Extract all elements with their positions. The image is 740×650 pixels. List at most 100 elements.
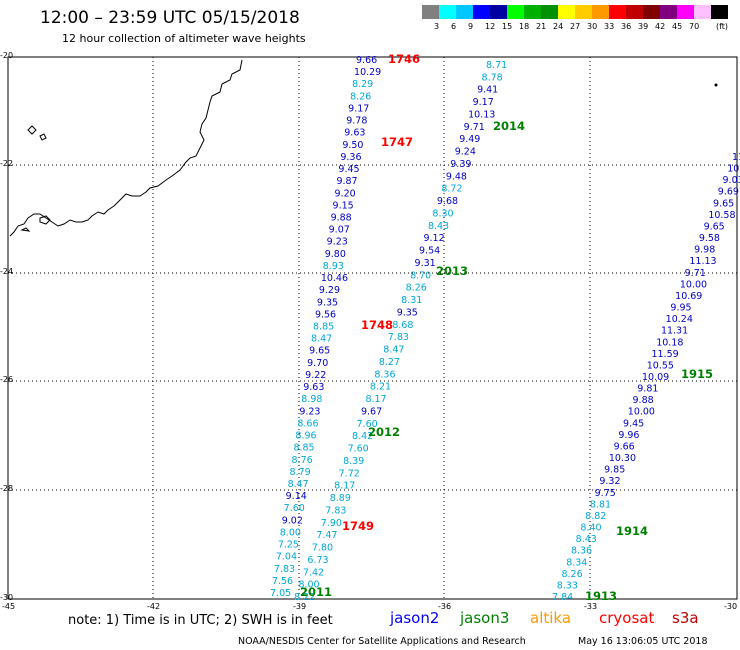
wave-height-value: 9.71 [464,122,485,133]
wave-height-value: 7.84 [552,592,573,603]
color-swatch [422,5,439,19]
wave-height-value: 10.18 [656,337,683,348]
wave-height-value: 8.71 [486,60,507,71]
color-swatch [439,5,456,19]
wave-height-value: 10.09 [642,372,669,383]
wave-height-value: 8.76 [292,455,313,466]
color-swatch [541,5,558,19]
map-subtitle: 12 hour collection of altimeter wave hei… [62,32,306,45]
color-scale-label: 70 [689,22,700,31]
wave-height-value: 8.31 [401,295,422,306]
wave-height-value: 9.56 [315,309,336,320]
color-scale-label: 33 [604,22,615,31]
map-frame [7,56,738,600]
color-scale-label: 42 [655,22,666,31]
wave-height-value: 10.37 [727,164,740,175]
latitude-label: -20 [0,51,14,60]
wave-height-value: 11.0 [732,152,740,163]
wave-height-value: 8.26 [406,283,427,294]
wave-height-value: 9.96 [618,430,639,441]
color-swatch [677,5,694,19]
wave-height-value: 9.41 [477,85,498,96]
pass-time-label: 1749 [342,519,374,533]
pass-time-label: 1914 [616,524,648,538]
island-shape [20,215,51,232]
color-swatch [711,5,728,19]
latitude-label: -24 [0,267,14,276]
wave-height-value: 9.49 [459,134,480,145]
wave-height-value: 8.40 [580,523,601,534]
wave-height-value: 9.20 [335,188,356,199]
wave-height-value: 7.05 [270,588,291,599]
wave-height-value: 9.36 [340,152,361,163]
satellite-legend-jason3: jason3 [460,609,510,627]
wave-height-value: 7.90 [321,518,342,529]
map-title: 12:00 – 23:59 UTC 05/15/2018 [40,8,300,28]
color-swatch [660,5,677,19]
color-swatch [490,5,507,19]
generated-date: May 16 13:06:05 UTC 2018 [578,636,708,647]
wave-height-value: 8.34 [566,557,587,568]
wave-height-value: 9.85 [604,465,625,476]
wave-height-value: 8.68 [392,320,413,331]
pass-time-label: 2011 [300,585,332,599]
wave-height-value: 9.80 [325,249,346,260]
wave-height-value: 9.02 [282,515,303,526]
wave-height-value: 8.85 [313,322,334,333]
wave-height-value: 8.70 [410,270,431,281]
wave-height-value: 9.29 [319,285,340,296]
wave-height-value: 7.60 [348,444,369,455]
wave-height-value: 8.93 [323,261,344,272]
color-swatch [694,5,711,19]
pass-time-label: 1913 [585,589,617,603]
island-dot [714,83,718,87]
wave-height-value: 9.63 [303,382,324,393]
wave-height-value: 9.14 [286,491,307,502]
wave-height-value: 9.15 [333,200,354,211]
color-scale-label: 36 [621,22,632,31]
wave-height-value: 7.83 [325,505,346,516]
wave-height-value: 8.36 [571,546,592,557]
wave-height-value: 8.00 [298,580,319,591]
island-shape [27,125,47,141]
color-swatch [558,5,575,19]
wave-height-value: 8.17 [365,394,386,405]
wave-height-value: 9.17 [348,103,369,114]
longitude-label: -30 [724,602,738,611]
wave-height-value: 7.25 [278,540,299,551]
wave-height-value: 9.65 [713,198,734,209]
pass-time-label: 1747 [381,135,413,149]
satellite-legend-s3a: s3a [672,609,699,627]
wave-height-value: 10.30 [609,453,636,464]
wave-height-value: 10.55 [647,360,674,371]
color-scale-label: 9 [468,22,474,31]
wave-height-value: 10.69 [675,291,702,302]
wave-height-value: 9.87 [336,176,357,187]
wave-height-value: 8.85 [293,443,314,454]
wave-height-value: 8.47 [311,334,332,345]
coastline [9,59,243,237]
wave-height-value: 9.22 [305,370,326,381]
wave-height-value: 8.82 [585,511,606,522]
wave-height-value: 9.88 [633,395,654,406]
wave-height-value: 8.66 [297,418,318,429]
wave-height-value: 8.43 [428,221,449,232]
wave-height-value: 9.69 [718,187,739,198]
latitude-label: -22 [0,159,14,168]
wave-height-value: 8.96 [295,431,316,442]
wave-height-value: 9.54 [419,246,440,257]
wave-height-value: 7.60 [284,503,305,514]
wave-height-value: 9.66 [614,441,635,452]
wave-height-value: 9.50 [342,140,363,151]
wave-height-value: 8.36 [374,369,395,380]
wave-height-value: 8.72 [441,184,462,195]
color-scale-label: 45 [672,22,683,31]
wave-height-value: 10.00 [680,279,707,290]
wave-height-value: 9.07 [329,225,350,236]
pass-time-label: 2012 [368,425,400,439]
satellite-legend-altika: altika [530,609,572,627]
wave-height-value: 10.29 [354,67,381,78]
color-scale-label: 18 [519,22,530,31]
color-swatch [609,5,626,19]
wave-height-value: 8.17 [334,481,355,492]
